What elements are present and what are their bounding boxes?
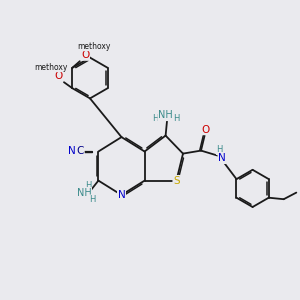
Text: H: H <box>216 146 223 154</box>
Text: NH: NH <box>158 110 173 121</box>
Text: O: O <box>54 71 63 81</box>
Text: H: H <box>173 114 180 123</box>
Text: S: S <box>173 176 180 186</box>
Text: O: O <box>81 50 89 60</box>
Text: H: H <box>152 114 159 123</box>
Text: methoxy: methoxy <box>34 63 68 72</box>
Text: C: C <box>77 146 84 156</box>
Text: NH: NH <box>76 188 92 198</box>
Text: H: H <box>89 195 96 204</box>
Text: N: N <box>68 146 76 156</box>
Text: H: H <box>85 181 91 190</box>
Text: N: N <box>118 190 125 200</box>
Text: N: N <box>218 153 226 164</box>
Text: methoxy: methoxy <box>77 42 111 51</box>
Text: O: O <box>201 124 209 135</box>
